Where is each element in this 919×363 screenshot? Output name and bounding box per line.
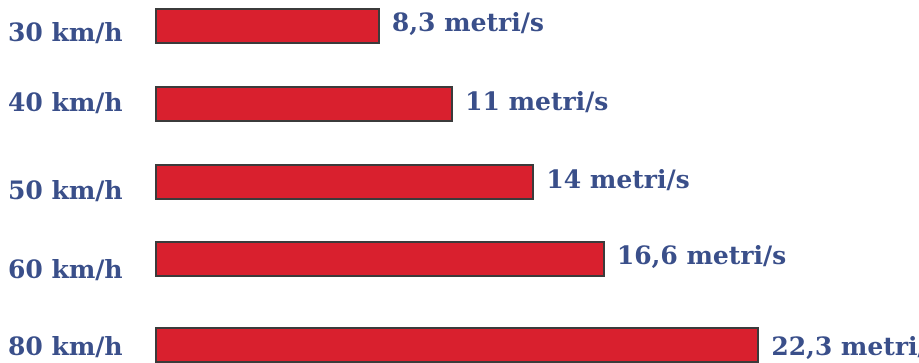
- bar: [155, 241, 605, 277]
- category-label: 60 km/h: [8, 255, 123, 284]
- value-label: 8,3 metri/s: [391, 8, 544, 37]
- bar: [155, 86, 454, 122]
- bar: [155, 164, 535, 200]
- value-label: 16,6 metri/s: [616, 241, 787, 270]
- category-label: 40 km/h: [8, 88, 123, 117]
- value-label: 14 metri/s: [546, 165, 690, 194]
- category-label: 80 km/h: [8, 332, 123, 361]
- bar: [155, 8, 380, 44]
- category-label: 50 km/h: [8, 176, 123, 205]
- value-label: 22,3 metri/s: [771, 332, 919, 361]
- bar: [155, 327, 760, 363]
- category-label: 30 km/h: [8, 18, 123, 47]
- value-label: 11 metri/s: [465, 87, 609, 116]
